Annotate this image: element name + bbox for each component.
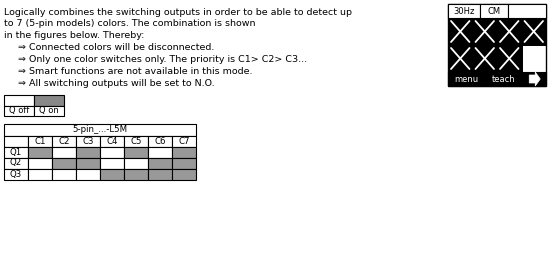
Bar (497, 45, 521, 72)
Bar (172, 135, 196, 146)
Bar (448, 4, 480, 18)
Text: C6: C6 (154, 136, 166, 145)
Bar (4, 124, 196, 135)
Text: teach: teach (492, 75, 516, 84)
Text: ⇒ Only one color switches only. The priority is C1> C2> C3...: ⇒ Only one color switches only. The prio… (18, 56, 307, 65)
Bar (124, 158, 148, 169)
Text: Q2: Q2 (10, 159, 22, 168)
Bar (76, 146, 100, 158)
Bar (124, 169, 148, 179)
Bar (4, 106, 34, 115)
Text: ⇒ All switching outputs will be set to N.O.: ⇒ All switching outputs will be set to N… (18, 79, 214, 88)
Bar (448, 72, 485, 86)
Bar (100, 158, 124, 169)
Bar (124, 146, 148, 158)
Text: to 7 (5-pin models) colors. The combination is shown: to 7 (5-pin models) colors. The combinat… (4, 20, 256, 29)
Bar (52, 169, 76, 179)
Bar (4, 169, 28, 179)
Bar (28, 135, 52, 146)
Bar (472, 45, 497, 72)
Bar (28, 169, 52, 179)
Bar (448, 4, 546, 86)
Bar (4, 158, 28, 169)
Text: C5: C5 (130, 136, 142, 145)
Text: Q on: Q on (39, 106, 59, 115)
Bar (508, 4, 546, 18)
Text: C2: C2 (58, 136, 70, 145)
Text: Q3: Q3 (10, 170, 22, 179)
Polygon shape (529, 72, 540, 86)
Bar (172, 146, 196, 158)
Text: menu: menu (454, 75, 478, 84)
Bar (522, 72, 546, 86)
Text: C7: C7 (178, 136, 190, 145)
Text: ⇒ Smart functions are not available in this mode.: ⇒ Smart functions are not available in t… (18, 68, 252, 77)
Bar (448, 18, 472, 45)
Bar (448, 45, 472, 72)
Text: ⇒ Connected colors will be disconnected.: ⇒ Connected colors will be disconnected. (18, 43, 214, 52)
Bar (34, 106, 64, 115)
Bar (4, 146, 28, 158)
Bar (100, 146, 124, 158)
Bar (28, 158, 52, 169)
Bar (52, 158, 76, 169)
Bar (52, 146, 76, 158)
Text: Q1: Q1 (10, 148, 22, 157)
Bar (100, 135, 124, 146)
Bar (4, 95, 34, 106)
Text: C1: C1 (34, 136, 46, 145)
Bar (480, 4, 508, 18)
Text: in the figures below. Thereby:: in the figures below. Thereby: (4, 31, 144, 40)
Bar (4, 135, 28, 146)
Bar (76, 135, 100, 146)
Bar (472, 18, 497, 45)
Text: Logically combines the switching outputs in order to be able to detect up: Logically combines the switching outputs… (4, 8, 352, 17)
Bar (76, 169, 100, 179)
Bar (28, 146, 52, 158)
Bar (521, 18, 546, 45)
Text: Q off: Q off (9, 106, 29, 115)
Text: 5-pin_...-L5M: 5-pin_...-L5M (73, 125, 128, 134)
Bar (485, 72, 522, 86)
Text: C4: C4 (106, 136, 118, 145)
Bar (76, 158, 100, 169)
Bar (100, 169, 124, 179)
Bar (124, 135, 148, 146)
Bar (172, 158, 196, 169)
Bar (34, 95, 64, 106)
Text: CM: CM (487, 6, 500, 15)
Bar (148, 146, 172, 158)
Bar (148, 158, 172, 169)
Bar (148, 169, 172, 179)
Bar (148, 135, 172, 146)
Bar (497, 18, 521, 45)
Bar (172, 169, 196, 179)
Text: 30Hz: 30Hz (453, 6, 475, 15)
Bar (52, 135, 76, 146)
Text: C3: C3 (82, 136, 94, 145)
